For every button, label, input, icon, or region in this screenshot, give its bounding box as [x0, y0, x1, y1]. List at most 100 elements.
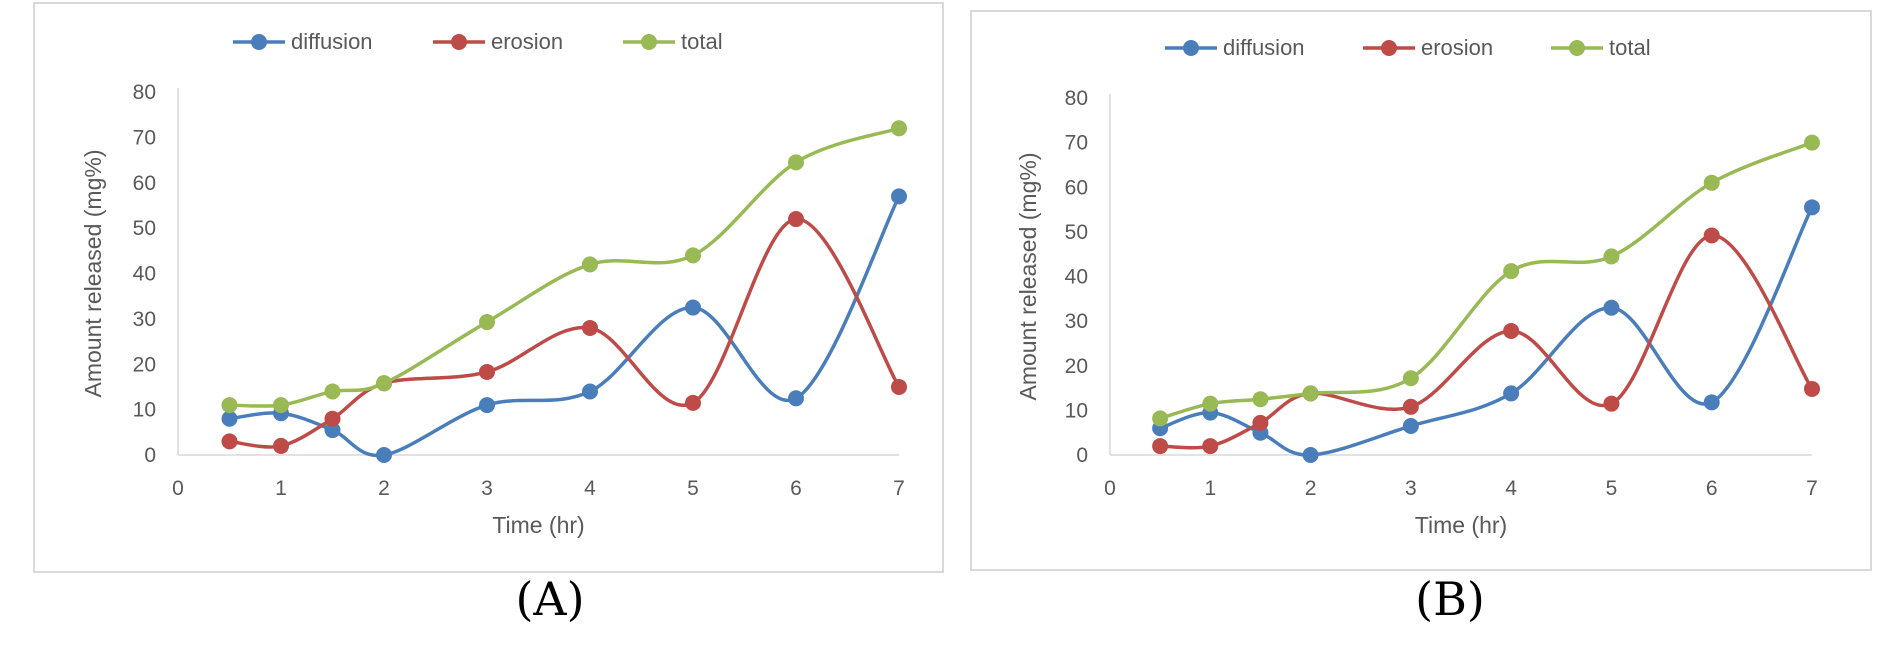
data-point-diffusion	[1402, 417, 1419, 434]
y-axis-title: Amount released (mg%)	[80, 150, 106, 398]
y-tick-label: 20	[1065, 355, 1088, 378]
data-point-erosion	[1252, 414, 1269, 431]
data-point-erosion	[1804, 380, 1820, 397]
data-point-total	[1402, 370, 1419, 387]
y-tick-label: 60	[1065, 176, 1088, 199]
data-point-total	[1503, 263, 1520, 280]
legend-item-erosion: erosion	[433, 29, 563, 54]
data-point-erosion	[1703, 227, 1720, 244]
data-point-diffusion	[324, 422, 341, 439]
data-point-erosion	[1152, 438, 1169, 455]
data-point-diffusion	[582, 383, 598, 400]
legend-swatch-marker	[1569, 40, 1585, 56]
data-point-erosion	[1503, 322, 1520, 339]
x-axis-title: Time (hr)	[1415, 512, 1507, 538]
series-line-total	[229, 126, 900, 408]
x-tick-label: 0	[172, 477, 184, 500]
data-point-total	[1804, 134, 1820, 151]
x-tick-label: 0	[1104, 477, 1116, 500]
legend-label: diffusion	[291, 29, 373, 54]
legend-swatch-marker	[1183, 40, 1199, 56]
data-point-total	[1152, 410, 1169, 427]
chart-a-svg: 0 10 20 30 40 50 60 70 80 0 1 2 3 4 5 6 7 Time (hr) Amount…	[80, 29, 907, 538]
data-point-erosion	[221, 433, 238, 450]
data-point-erosion	[582, 319, 598, 336]
chart-panel-a	[33, 2, 944, 573]
y-tick-label: 0	[144, 444, 156, 467]
legend-item-diffusion: diffusion	[1165, 35, 1305, 60]
data-point-total	[1703, 174, 1720, 191]
y-tick-label: 40	[133, 263, 156, 286]
data-point-total	[891, 120, 907, 137]
data-point-diffusion	[1703, 394, 1720, 411]
series-line-total	[1159, 141, 1813, 421]
data-point-diffusion	[788, 390, 804, 407]
y-tick-label: 40	[1065, 266, 1088, 289]
data-point-diffusion	[376, 447, 392, 463]
data-point-erosion	[1402, 398, 1419, 415]
data-point-diffusion	[1804, 199, 1820, 216]
data-point-erosion	[479, 363, 495, 380]
legend-swatch-marker	[251, 34, 267, 50]
x-tick-label: 7	[893, 477, 905, 500]
data-point-diffusion	[1603, 299, 1620, 316]
data-point-total	[788, 154, 804, 171]
data-point-total	[685, 247, 701, 264]
data-point-total	[1603, 248, 1620, 265]
data-point-diffusion	[891, 188, 907, 205]
data-point-total	[1252, 391, 1269, 408]
y-tick-label: 30	[1065, 310, 1088, 333]
legend-item-total: total	[1551, 35, 1651, 60]
y-tick-label: 50	[133, 217, 156, 240]
x-tick-label: 7	[1806, 477, 1818, 500]
data-point-erosion	[891, 378, 907, 395]
legend-label: erosion	[1421, 35, 1493, 60]
data-point-erosion	[1603, 395, 1620, 412]
y-tick-label: 30	[133, 308, 156, 331]
y-tick-label: 60	[133, 172, 156, 195]
y-tick-label: 70	[133, 126, 156, 149]
y-tick-label: 80	[133, 81, 156, 104]
data-point-total	[273, 397, 289, 414]
y-tick-label: 20	[133, 353, 156, 376]
data-point-erosion	[788, 211, 804, 228]
data-point-diffusion	[221, 410, 238, 427]
data-point-diffusion	[1302, 447, 1319, 463]
data-point-total	[324, 383, 341, 400]
x-tick-label: 1	[1204, 477, 1216, 500]
y-tick-label: 50	[1065, 221, 1088, 244]
data-point-erosion	[685, 394, 701, 411]
legend-label: diffusion	[1223, 35, 1305, 60]
y-tick-label: 70	[1065, 132, 1088, 155]
legend-swatch-marker	[451, 34, 467, 50]
legend-item-erosion: erosion	[1363, 35, 1493, 60]
x-tick-label: 1	[275, 477, 287, 500]
x-tick-label: 6	[790, 477, 802, 500]
data-point-diffusion	[685, 299, 701, 316]
legend-swatch-marker	[641, 34, 657, 50]
data-point-total	[1202, 395, 1219, 412]
x-tick-label: 5	[687, 477, 699, 500]
x-tick-label: 3	[1405, 477, 1417, 500]
legend-swatch-marker	[1381, 40, 1397, 56]
x-tick-label: 4	[584, 477, 596, 500]
x-tick-label: 5	[1606, 477, 1618, 500]
chart-b-svg: 0 10 20 30 40 50 60 70 80 0 1 2 3 4 5 6 7 Time (hr) Amount…	[1015, 35, 1820, 538]
data-point-total	[479, 314, 495, 331]
x-axis-title: Time (hr)	[492, 512, 584, 538]
data-point-diffusion	[1503, 385, 1520, 402]
x-tick-label: 2	[1305, 477, 1317, 500]
data-point-total	[376, 375, 392, 392]
y-tick-label: 10	[133, 399, 156, 422]
y-axis-title: Amount released (mg%)	[1015, 153, 1041, 401]
data-point-erosion	[1202, 438, 1219, 455]
legend-label: erosion	[491, 29, 563, 54]
x-tick-label: 6	[1706, 477, 1718, 500]
x-tick-label: 3	[481, 477, 493, 500]
data-point-total	[221, 397, 238, 414]
legend-label: total	[681, 29, 723, 54]
x-tick-label: 4	[1505, 477, 1517, 500]
panel-caption-b: (B)	[1415, 572, 1485, 626]
data-point-erosion	[324, 410, 341, 427]
data-point-total	[1302, 385, 1319, 402]
